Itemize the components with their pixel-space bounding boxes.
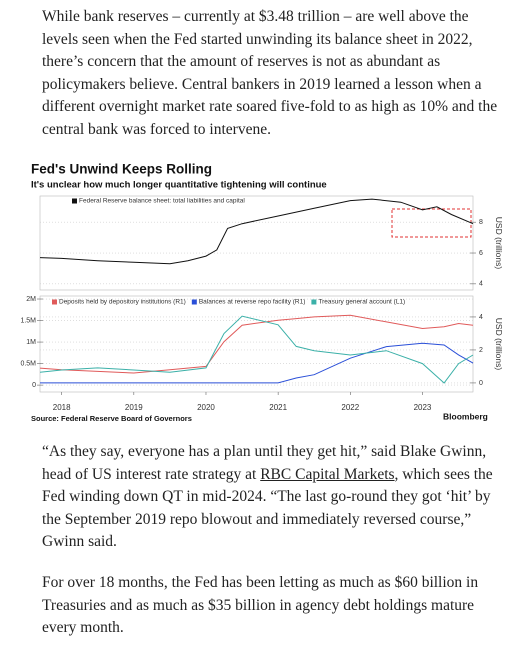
y-tick-label: 0	[32, 382, 36, 389]
x-tick-label: 2023	[414, 403, 432, 412]
y-tick-label: 2	[479, 347, 483, 354]
legend-label: Federal Reserve balance sheet: total lia…	[79, 198, 245, 205]
paragraph: For over 18 months, the Fed has been let…	[42, 574, 479, 636]
y-tick-label: 4	[479, 281, 483, 288]
legend-label: Treasury general account (L1)	[318, 299, 405, 306]
text: “As they say, everyone has a plan until …	[42, 443, 487, 483]
y-tick-label: 8	[479, 219, 483, 226]
link[interactable]: RBC Capital Markets	[260, 465, 395, 483]
plot-frame	[39, 295, 474, 393]
y-tick-label: 0	[479, 380, 483, 387]
y-tick-label: 6	[479, 250, 483, 257]
text: , which sees the Fed winding down QT in …	[42, 465, 493, 551]
legend-swatch	[311, 299, 317, 305]
source: Source: Federal Reserve Board of Governo…	[31, 414, 192, 423]
x-tick-label: 2021	[269, 403, 287, 412]
y-tick-label: 0.5M	[20, 360, 36, 367]
series-line	[39, 198, 474, 265]
plot-frame	[39, 195, 474, 291]
legend-label: Deposits held by depository institutions…	[59, 299, 186, 306]
x-tick-label: 2019	[125, 403, 143, 412]
y-tick-label: 1.5M	[20, 317, 36, 324]
legend-label: Balances at reverse repo facility (R1)	[199, 299, 306, 306]
paragraph: “As they say, everyone has a plan until …	[42, 441, 507, 554]
paragraph: While bank reserves – currently at $3.48…	[42, 8, 498, 138]
brand: Bloomberg	[443, 411, 488, 421]
axis-label: USD (trillions)	[494, 217, 504, 270]
legend-swatch	[52, 299, 57, 305]
y-tick-label: 1M	[26, 339, 36, 346]
x-tick-label: 2018	[53, 403, 71, 412]
x-tick-label: 2022	[341, 403, 359, 412]
legend-swatch	[191, 299, 197, 305]
series-line	[39, 315, 474, 384]
chart-title: Fed's Unwind Keeps Rolling	[31, 162, 212, 177]
x-tick-label: 2020	[197, 403, 215, 412]
chart: Fed's Unwind Keeps Rolling It's unclear …	[20, 162, 504, 423]
legend-swatch	[72, 198, 77, 204]
series-line	[39, 314, 474, 374]
highlight-box	[391, 208, 472, 238]
series-line	[40, 342, 474, 384]
y-tick-label: 2M	[26, 296, 36, 303]
chart-subtitle: It's unclear how much longer quantitativ…	[31, 180, 327, 191]
y-tick-label: 4	[479, 314, 483, 321]
axis-label: USD (trillions)	[494, 318, 504, 371]
